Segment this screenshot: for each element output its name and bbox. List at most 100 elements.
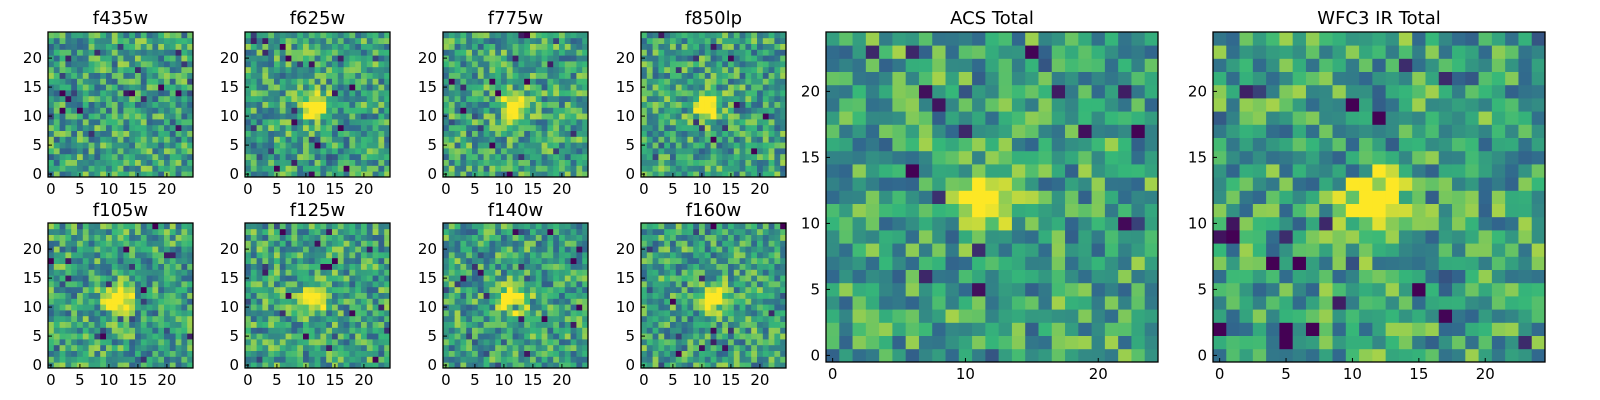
heatmap-cell <box>355 55 362 62</box>
x-tick-label: 10 <box>296 371 315 389</box>
heatmap-cell <box>77 142 84 149</box>
heatmap-cell <box>152 333 159 340</box>
heatmap-cell <box>454 263 461 270</box>
heatmap-cell <box>699 153 706 160</box>
heatmap-cell <box>250 43 257 50</box>
heatmap-cell <box>303 240 310 247</box>
heatmap-cell <box>129 333 136 340</box>
heatmap-cell <box>285 55 292 62</box>
heatmap-cell <box>250 228 257 235</box>
heatmap-cell <box>728 298 735 305</box>
heatmap-cell <box>355 101 362 108</box>
heatmap-cell <box>53 84 60 91</box>
heatmap-cell <box>349 223 356 230</box>
heatmap-cell <box>774 37 781 44</box>
heatmap-cell <box>443 165 450 172</box>
heatmap-cell <box>739 292 746 299</box>
heatmap-cell <box>355 292 362 299</box>
heatmap-cell <box>530 66 537 73</box>
heatmap-cell <box>687 362 694 369</box>
heatmap-cell <box>349 90 356 97</box>
heatmap-cell <box>135 101 142 108</box>
heatmap-cell <box>117 286 124 293</box>
heatmap-cell <box>111 136 118 143</box>
heatmap-cell <box>454 281 461 288</box>
heatmap-cell <box>65 315 72 322</box>
heatmap-cell <box>71 148 78 155</box>
heatmap-cell <box>454 49 461 56</box>
heatmap-cell <box>576 321 583 328</box>
heatmap-cell <box>140 55 147 62</box>
x-tick-label: 0 <box>46 371 56 389</box>
heatmap-cell <box>664 333 671 340</box>
heatmap-cell <box>332 292 339 299</box>
heatmap-cell <box>716 61 723 68</box>
heatmap-cell <box>320 32 327 39</box>
heatmap-cell <box>378 333 385 340</box>
heatmap-cell <box>518 246 525 253</box>
heatmap-cell <box>733 113 740 120</box>
heatmap-cell <box>559 124 566 131</box>
heatmap-cell <box>337 339 344 346</box>
heatmap-cell <box>48 165 55 172</box>
heatmap-cell <box>117 356 124 363</box>
heatmap-cell <box>762 304 769 311</box>
heatmap-cell <box>501 159 508 166</box>
heatmap-cell <box>512 292 519 299</box>
heatmap-cell <box>106 37 113 44</box>
y-tick-label: 20 <box>616 49 635 67</box>
heatmap-cell <box>641 263 648 270</box>
heatmap-cell <box>291 165 298 172</box>
heatmap-cell <box>48 72 55 79</box>
heatmap-cell <box>164 344 171 351</box>
heatmap-cell <box>751 142 758 149</box>
heatmap-cell <box>704 333 711 340</box>
heatmap-cell <box>768 107 775 114</box>
heatmap-cell <box>564 90 571 97</box>
heatmap-cell <box>100 107 107 114</box>
heatmap-cell <box>675 344 682 351</box>
heatmap-cell <box>279 171 286 178</box>
heatmap-cell <box>106 304 113 311</box>
heatmap-cell <box>448 101 455 108</box>
heatmap-cell <box>547 66 554 73</box>
heatmap-cell <box>158 119 165 126</box>
heatmap-cell <box>646 113 653 120</box>
heatmap-cell <box>454 165 461 172</box>
heatmap-cell <box>337 321 344 328</box>
heatmap-cell <box>728 310 735 317</box>
heatmap-cell <box>658 32 665 39</box>
heatmap-cell <box>524 281 531 288</box>
heatmap-cell <box>88 148 95 155</box>
heatmap-cell <box>733 362 740 369</box>
heatmap-cell <box>768 321 775 328</box>
heatmap-cell <box>314 72 321 79</box>
heatmap-cell <box>646 350 653 357</box>
heatmap-cell <box>378 344 385 351</box>
heatmap-cell <box>48 95 55 102</box>
heatmap-cell <box>472 37 479 44</box>
heatmap-cell <box>158 32 165 39</box>
heatmap-cell <box>320 286 327 293</box>
heatmap-cell <box>366 72 373 79</box>
heatmap-cell <box>460 142 467 149</box>
heatmap-cell <box>454 130 461 137</box>
heatmap-cell <box>699 263 706 270</box>
heatmap-cell <box>541 263 548 270</box>
heatmap-cell <box>297 136 304 143</box>
heatmap-cell <box>541 292 548 299</box>
heatmap-cell <box>117 55 124 62</box>
heatmap-cell <box>535 61 542 68</box>
heatmap-cell <box>175 113 182 120</box>
heatmap-cell <box>553 304 560 311</box>
heatmap-cell <box>582 263 589 270</box>
heatmap-cell <box>77 90 84 97</box>
heatmap-cell <box>728 119 735 126</box>
heatmap-cell <box>757 327 764 334</box>
heatmap-cell <box>245 263 252 270</box>
heatmap-cell <box>82 281 89 288</box>
heatmap-cell <box>460 165 467 172</box>
heatmap-cell <box>780 356 787 363</box>
heatmap-cell <box>658 90 665 97</box>
heatmap-cell <box>646 78 653 85</box>
